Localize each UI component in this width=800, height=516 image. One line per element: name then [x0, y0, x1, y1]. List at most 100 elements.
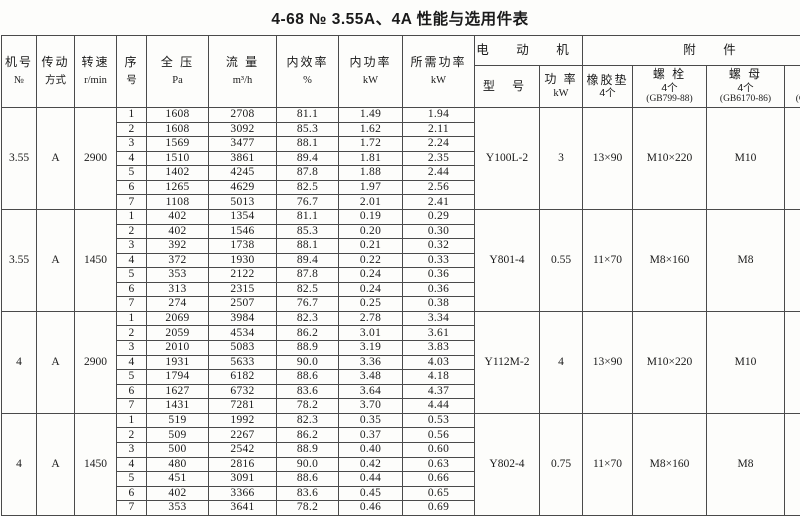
col-drive-type-unit: 方式	[45, 75, 66, 87]
cell-inner-power: 3.01	[339, 326, 403, 341]
col-nut-cn: 螺 母	[729, 68, 762, 82]
cell-efficiency: 83.6	[277, 384, 339, 399]
cell-required-power: 3.61	[403, 326, 475, 341]
cell-inner-power: 0.24	[339, 268, 403, 283]
cell-inner-power: 3.70	[339, 399, 403, 414]
cell-motor-model: Y100L-2	[475, 108, 540, 210]
col-machine-no-cn: 机号	[5, 56, 33, 70]
cell-flow: 5083	[209, 341, 277, 356]
cell-flow: 2507	[209, 297, 277, 312]
cell-efficiency: 87.8	[277, 166, 339, 181]
cell-seq: 2	[117, 224, 147, 239]
cell-flow: 3091	[209, 472, 277, 487]
cell-inner-power: 0.44	[339, 472, 403, 487]
cell-seq: 6	[117, 180, 147, 195]
col-seq: 序 号	[117, 36, 147, 108]
cell-required-power: 0.60	[403, 442, 475, 457]
col-washer-standard: (GB96-85)	[796, 94, 800, 105]
cell-rubber-pad: 11×70	[583, 209, 633, 311]
cell-efficiency: 87.8	[277, 268, 339, 283]
cell-seq: 3	[117, 137, 147, 152]
col-rubber-pad-cn: 橡胶垫	[587, 74, 629, 88]
cell-seq: 2	[117, 122, 147, 137]
cell-efficiency: 89.4	[277, 253, 339, 268]
cell-motor-model: Y112M-2	[475, 311, 540, 413]
cell-inner-power: 3.64	[339, 384, 403, 399]
col-machine-no-unit: №	[14, 75, 24, 87]
cell-required-power: 0.56	[403, 428, 475, 443]
cell-flow: 7281	[209, 399, 277, 414]
cell-required-power: 0.65	[403, 486, 475, 501]
cell-required-power: 4.18	[403, 370, 475, 385]
cell-required-power: 2.44	[403, 166, 475, 181]
cell-efficiency: 88.6	[277, 370, 339, 385]
cell-total-pressure: 2069	[147, 311, 209, 326]
col-total-pressure-cn: 全 压	[161, 56, 194, 70]
col-nut-qty: 4个	[737, 82, 753, 94]
specification-table: 机号 № 传动 方式 转速 r/min	[1, 35, 800, 516]
cell-bolt: M10×220	[633, 311, 707, 413]
cell-machine-no: 3.55	[2, 108, 37, 210]
col-speed-unit: r/min	[84, 75, 107, 87]
page-title: 4-68 № 3.55A、4A 性能与选用件表	[0, 0, 800, 35]
cell-bolt: M8×160	[633, 413, 707, 515]
cell-efficiency: 85.3	[277, 224, 339, 239]
header-row-top: 机号 № 传动 方式 转速 r/min	[2, 36, 800, 66]
cell-seq: 4	[117, 151, 147, 166]
cell-seq: 1	[117, 209, 147, 224]
cell-total-pressure: 402	[147, 486, 209, 501]
cell-total-pressure: 372	[147, 253, 209, 268]
cell-seq: 4	[117, 253, 147, 268]
cell-flow: 3861	[209, 151, 277, 166]
cell-total-pressure: 1608	[147, 122, 209, 137]
cell-inner-power: 0.20	[339, 224, 403, 239]
cell-seq: 7	[117, 297, 147, 312]
cell-total-pressure: 313	[147, 282, 209, 297]
table-header: 机号 № 传动 方式 转速 r/min	[2, 36, 800, 108]
col-bolt: 螺 栓 4个 (GB799-88)	[633, 66, 707, 108]
cell-inner-power: 3.36	[339, 355, 403, 370]
cell-seq: 3	[117, 341, 147, 356]
cell-drive-type: A	[37, 413, 75, 515]
cell-machine-no: 4	[2, 413, 37, 515]
cell-required-power: 2.11	[403, 122, 475, 137]
cell-seq: 7	[117, 399, 147, 414]
cell-inner-power: 0.21	[339, 239, 403, 254]
col-rubber-pad-qty: 4个	[599, 87, 615, 99]
cell-seq: 1	[117, 413, 147, 428]
cell-efficiency: 76.7	[277, 297, 339, 312]
cell-washer: 8	[785, 413, 800, 515]
cell-flow: 1738	[209, 239, 277, 254]
cell-efficiency: 88.9	[277, 341, 339, 356]
cell-total-pressure: 451	[147, 472, 209, 487]
cell-motor-power: 0.55	[540, 209, 583, 311]
col-motor-power-cn: 功 率	[544, 73, 577, 87]
cell-flow: 2708	[209, 108, 277, 123]
cell-inner-power: 0.40	[339, 442, 403, 457]
cell-total-pressure: 1265	[147, 180, 209, 195]
cell-inner-power: 0.35	[339, 413, 403, 428]
col-bolt-qty: 4个	[661, 82, 677, 94]
cell-inner-power: 0.46	[339, 501, 403, 516]
cell-efficiency: 82.3	[277, 413, 339, 428]
cell-rubber-pad: 13×90	[583, 108, 633, 210]
cell-flow: 4629	[209, 180, 277, 195]
cell-motor-power: 3	[540, 108, 583, 210]
group-motor-label: 电 动 机	[476, 43, 580, 57]
cell-total-pressure: 353	[147, 268, 209, 283]
cell-seq: 1	[117, 311, 147, 326]
cell-efficiency: 90.0	[277, 457, 339, 472]
cell-efficiency: 83.6	[277, 486, 339, 501]
cell-nut: M10	[707, 108, 785, 210]
cell-efficiency: 81.1	[277, 209, 339, 224]
cell-washer: 10	[785, 108, 800, 210]
cell-total-pressure: 1569	[147, 137, 209, 152]
cell-machine-no: 4	[2, 311, 37, 413]
cell-speed: 2900	[75, 311, 117, 413]
group-accessory: 附 件	[583, 36, 800, 66]
cell-flow: 2315	[209, 282, 277, 297]
cell-drive-type: A	[37, 209, 75, 311]
cell-required-power: 0.36	[403, 268, 475, 283]
cell-seq: 2	[117, 326, 147, 341]
